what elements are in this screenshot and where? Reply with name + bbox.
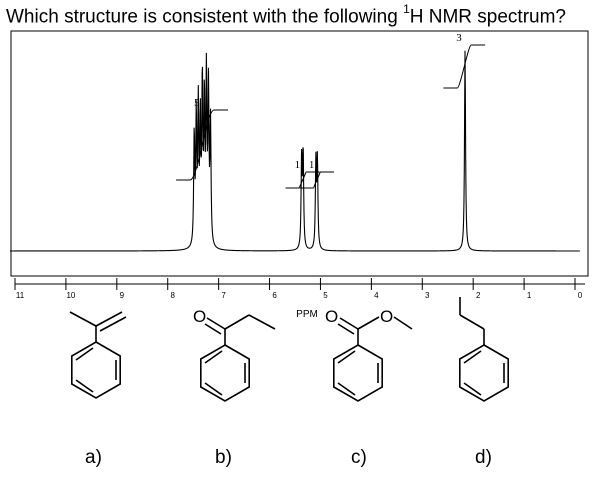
x-tick-label-8: 8 [171,291,176,300]
ethyl-bond-b2 [248,314,276,330]
structure-b-propiophenone[interactable]: O [193,307,276,402]
question-text: Which structure is consistent with the f… [6,2,566,28]
question-suffix: H NMR spectrum? [409,6,566,28]
x-tick-label-7: 7 [221,291,226,300]
vinyl-bond-a [95,311,123,327]
ethyl-bond-d1 [459,314,485,330]
ester-bond-c1 [357,316,380,330]
x-tick-label-0: 0 [578,291,583,300]
integration-label-3: 3 [456,32,462,44]
benzene-ring-a [70,341,122,399]
x-axis-label: PPM [296,309,318,320]
carbonyl-bond-c [339,317,359,330]
ring-double-bond-b1 [204,350,223,364]
carbonyl-double-bond-b [204,323,222,335]
option-d-label[interactable]: d) [475,447,492,468]
structure-d-ethylbenzene[interactable] [458,297,510,402]
x-axis-ticks: 11 10 9 8 7 6 5 4 3 2 1 0 [14,278,583,300]
question-prefix: Which structure is consistent with the f… [6,6,404,28]
ester-oxygen-c: O [380,307,393,326]
ring-double-bond-a1 [75,347,94,361]
methyl-bond-a [69,311,97,327]
methyl-bond-c [393,316,413,330]
benzene-ring-b [199,344,251,402]
x-tick-label-9: 9 [120,291,125,300]
structure-a-isopropenylbenzene[interactable] [69,311,127,399]
ring-double-bond-c1 [337,350,356,364]
x-tick-label-3: 3 [425,291,430,300]
vinyl-double-bond-a [99,316,127,332]
option-a-label[interactable]: a) [85,447,102,468]
integration-label-2: 1 [309,159,315,171]
spectrum-trace [10,50,580,252]
x-tick-label-1: 1 [527,291,532,300]
ring-double-bond-d1 [463,350,482,364]
oxygen-atom-b: O [193,307,206,326]
x-tick-label-5: 5 [323,291,328,300]
ring-double-bond-a3 [75,379,94,393]
option-c-label[interactable]: c) [351,447,367,468]
option-b-label[interactable]: b) [215,447,232,468]
carbonyl-oxygen-c: O [325,307,338,326]
structure-c-methyl-benzoate[interactable]: O O [325,307,413,402]
integration-curve-3 [443,44,486,89]
carbonyl-double-bond-c [337,323,355,335]
ring-double-bond-d3 [463,382,482,396]
x-tick-label-2: 2 [476,291,481,300]
integration-curve-0 [176,109,229,181]
ring-double-bond-c3 [337,382,356,396]
x-tick-label-4: 4 [374,291,379,300]
superscript-one: 1 [403,2,410,16]
x-tick-label-11: 11 [16,291,25,300]
ring-double-bond-b3 [204,382,223,396]
plot-frame [10,30,589,277]
integration-curves: 5 1 1 3 [176,32,486,189]
benzene-ring-c [332,344,384,402]
ethyl-bond-b1 [224,314,250,330]
x-tick-label-10: 10 [66,291,75,300]
carbonyl-bond-b [206,317,226,330]
integration-curve-2 [299,171,334,189]
integration-label-1: 1 [295,159,301,171]
integration-curve-1 [285,171,320,189]
integration-label-0: 5 [194,97,200,109]
benzene-ring-d [458,344,510,402]
x-tick-label-6: 6 [272,291,277,300]
